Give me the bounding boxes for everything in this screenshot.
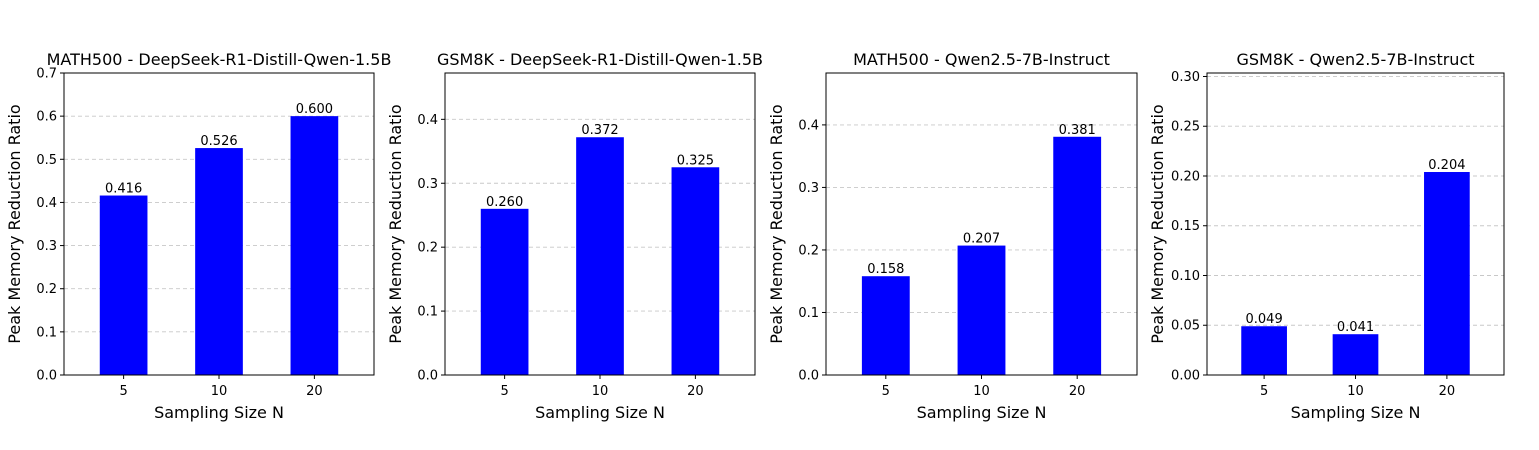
bar-10 — [576, 137, 624, 375]
y-tick-label: 0.0 — [417, 369, 438, 384]
y-tick-label: 0.15 — [1171, 219, 1200, 234]
x-tick-label: 5 — [882, 384, 890, 399]
x-axis-label: Sampling Size N — [154, 403, 284, 422]
y-tick-label: 0.2 — [798, 243, 819, 258]
y-tick-label: 0.4 — [417, 113, 438, 128]
bar-5 — [861, 276, 910, 375]
y-tick-label: 0.3 — [417, 177, 438, 192]
y-tick-label: 0.30 — [1171, 70, 1200, 85]
y-axis-label: Peak Memory Reduction Ratio — [1148, 104, 1167, 343]
y-tick-label: 0.1 — [36, 325, 57, 340]
y-tick-label: 0.05 — [1171, 319, 1200, 334]
y-axis-label: Peak Memory Reduction Ratio — [5, 104, 24, 343]
bar-value-label: 0.049 — [1246, 312, 1283, 327]
x-axis-label: Sampling Size N — [535, 403, 665, 422]
bar-10 — [957, 245, 1006, 375]
x-tick-label: 20 — [687, 384, 704, 399]
x-tick-label: 5 — [119, 384, 127, 399]
x-tick-label: 20 — [306, 384, 323, 399]
bar-value-label: 0.416 — [105, 182, 142, 197]
y-tick-label: 0.00 — [1171, 369, 1200, 384]
bar-value-label: 0.204 — [1428, 158, 1465, 173]
chart-panel-2: 0.260 0.372 0.325 0.0 0.1 0.2 0.3 0.4 5 10 20 GSM8K… — [386, 50, 763, 422]
y-tick-label: 0.20 — [1171, 169, 1200, 184]
y-tick-label: 0.7 — [36, 67, 57, 82]
bar-value-label: 0.260 — [486, 195, 523, 210]
y-tick-label: 0.4 — [36, 196, 57, 211]
bar-20 — [1053, 136, 1102, 375]
y-tick-label: 0.2 — [417, 241, 438, 256]
y-tick-label: 0.0 — [798, 369, 819, 384]
y-tick-label: 0.1 — [417, 305, 438, 320]
y-axis-label: Peak Memory Reduction Ratio — [386, 104, 405, 343]
bar-10 — [1332, 334, 1379, 375]
chart-title: MATH500 - Qwen2.5-7B-Instruct — [853, 50, 1110, 69]
bar-5 — [1241, 326, 1287, 375]
bar-5 — [99, 195, 148, 375]
bar-value-label: 0.372 — [581, 123, 618, 138]
x-tick-label: 10 — [592, 384, 609, 399]
y-tick-label: 0.3 — [798, 181, 819, 196]
chart-title: GSM8K - Qwen2.5-7B-Instruct — [1236, 50, 1474, 69]
bar-value-label: 0.381 — [1059, 123, 1096, 138]
x-tick-label: 10 — [1347, 384, 1364, 399]
x-tick-label: 5 — [500, 384, 508, 399]
x-tick-label: 5 — [1260, 384, 1268, 399]
y-tick-label: 0.10 — [1171, 269, 1200, 284]
y-tick-label: 0.0 — [36, 369, 57, 384]
bar-10 — [195, 148, 243, 375]
x-axis-label: Sampling Size N — [917, 403, 1047, 422]
chart-panel-1: 0.416 0.526 0.600 0.0 0.1 0.2 0.3 0.4 0.5 0.6 0.7 5… — [5, 50, 391, 422]
y-tick-label: 0.1 — [798, 306, 819, 321]
chart-title: MATH500 - DeepSeek-R1-Distill-Qwen-1.5B — [47, 50, 392, 69]
x-tick-label: 20 — [1439, 384, 1456, 399]
y-tick-label: 0.4 — [798, 118, 819, 133]
bar-value-label: 0.158 — [867, 262, 904, 277]
chart-panel-3: 0.158 0.207 0.381 0.0 0.1 0.2 0.3 0.4 5 10 20 MATH5… — [767, 50, 1138, 422]
y-axis-label: Peak Memory Reduction Ratio — [767, 104, 786, 343]
chart-title: GSM8K - DeepSeek-R1-Distill-Qwen-1.5B — [437, 50, 763, 69]
bar-value-label: 0.041 — [1337, 320, 1374, 335]
y-tick-label: 0.3 — [36, 239, 57, 254]
bar-20 — [671, 167, 720, 375]
bar-value-label: 0.600 — [296, 102, 333, 117]
bar-20 — [1424, 172, 1470, 375]
bar-5 — [480, 208, 529, 375]
bar-value-label: 0.526 — [200, 134, 237, 149]
x-tick-label: 10 — [973, 384, 990, 399]
bar-20 — [290, 116, 339, 376]
y-tick-label: 0.6 — [36, 110, 57, 125]
y-tick-label: 0.2 — [36, 282, 57, 297]
y-tick-label: 0.5 — [36, 153, 57, 168]
chart-panel-4: 0.049 0.041 0.204 0.00 0.05 0.10 0.15 0.20 0.25 0… — [1148, 50, 1505, 422]
x-tick-label: 20 — [1069, 384, 1086, 399]
bar-value-label: 0.207 — [963, 232, 1000, 247]
y-tick-label: 0.25 — [1171, 120, 1200, 135]
x-tick-label: 10 — [211, 384, 228, 399]
x-axis-label: Sampling Size N — [1291, 403, 1421, 422]
bar-value-label: 0.325 — [677, 153, 714, 168]
